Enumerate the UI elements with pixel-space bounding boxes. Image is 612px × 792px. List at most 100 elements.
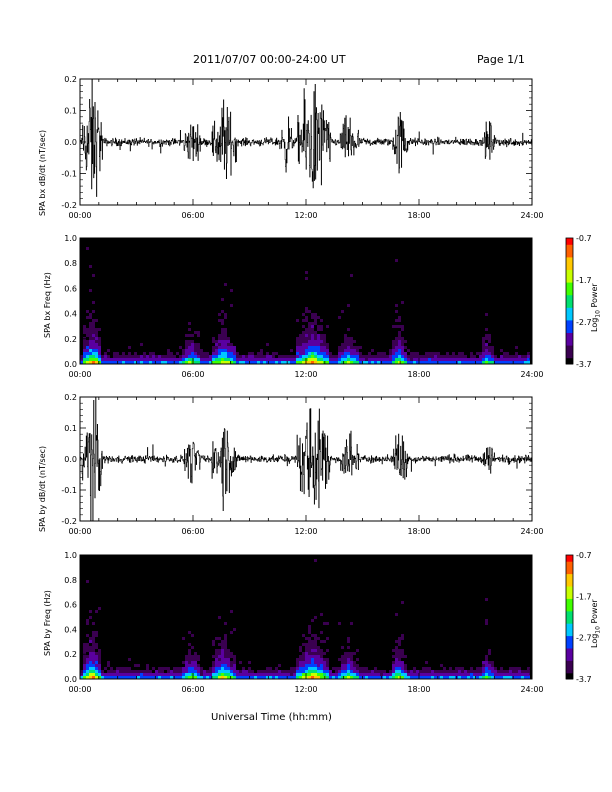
heatmap-cell: [323, 340, 326, 343]
heatmap-cell: [314, 658, 317, 661]
heatmap-cell: [455, 667, 458, 670]
heatmap-cell: [92, 301, 95, 304]
heatmap-cell: [347, 349, 350, 352]
heatmap-cell: [89, 610, 92, 613]
colorbar-frame: [565, 237, 574, 365]
heatmap-cell: [98, 658, 101, 661]
heatmap-cell: [326, 670, 329, 673]
heatmap-cell: [230, 358, 233, 361]
heatmap-cell: [320, 649, 323, 652]
heatmap-cell: [149, 352, 152, 355]
heatmap-cell: [269, 670, 272, 673]
heatmap-cell: [83, 676, 86, 679]
heatmap-cell: [485, 358, 488, 361]
heatmap-cell: [332, 673, 335, 676]
heatmap-cell: [422, 676, 425, 679]
heatmap-cell: [467, 676, 470, 679]
heatmap-cell: [113, 676, 116, 679]
heatmap-cell: [92, 331, 95, 334]
heatmap-cell: [326, 361, 329, 364]
heatmap-cell: [218, 652, 221, 655]
heatmap-cell: [170, 673, 173, 676]
heatmap-cell: [431, 355, 434, 358]
heatmap-cell: [353, 361, 356, 364]
heatmap-cell: [401, 343, 404, 346]
heatmap-cell: [470, 673, 473, 676]
heatmap-cell: [110, 670, 113, 673]
heatmap-cell: [182, 358, 185, 361]
heatmap-cell: [188, 631, 191, 634]
heatmap-cell: [188, 649, 191, 652]
heatmap-cell: [86, 355, 89, 358]
heatmap-cell: [302, 340, 305, 343]
heatmap-cell: [287, 355, 290, 358]
heatmap-cell: [431, 352, 434, 355]
heatmap-cell: [350, 349, 353, 352]
heatmap-cell: [170, 676, 173, 679]
colorbar-swatch: [566, 335, 573, 340]
heatmap-cell: [215, 649, 218, 652]
colorbar-swatch: [566, 632, 573, 637]
heatmap-cell: [149, 355, 152, 358]
heatmap-cell: [227, 343, 230, 346]
heatmap-cell: [488, 667, 491, 670]
heatmap-cell: [83, 358, 86, 361]
heatmap-cell: [404, 664, 407, 667]
heatmap-cell: [506, 355, 509, 358]
heatmap-cell: [104, 355, 107, 358]
heatmap-cell: [101, 670, 104, 673]
heatmap-cell: [311, 355, 314, 358]
heatmap-cell: [410, 355, 413, 358]
colorbar-swatch: [566, 663, 573, 668]
heatmap-cell: [92, 652, 95, 655]
heatmap-cell: [341, 673, 344, 676]
heatmap-cell: [194, 655, 197, 658]
heatmap-cell: [314, 343, 317, 346]
heatmap-cell: [407, 670, 410, 673]
heatmap-cell: [92, 658, 95, 661]
heatmap-cell: [302, 349, 305, 352]
heatmap-cell: [215, 658, 218, 661]
heatmap-cell: [425, 661, 428, 664]
heatmap-cell: [320, 673, 323, 676]
heatmap-cell: [401, 340, 404, 343]
heatmap-cell: [296, 667, 299, 670]
heatmap-cell: [521, 676, 524, 679]
heatmap-cell: [269, 673, 272, 676]
heatmap-cell: [311, 352, 314, 355]
heatmap-cell: [89, 673, 92, 676]
heatmap-cell: [464, 361, 467, 364]
heatmap-cell: [311, 316, 314, 319]
colorbar-tick-label: -2.7: [576, 318, 592, 327]
heatmap-cell: [461, 355, 464, 358]
heatmap-cell: [227, 346, 230, 349]
heatmap-cell: [308, 643, 311, 646]
heatmap-cell: [446, 670, 449, 673]
heatmap-cell: [98, 337, 101, 340]
colorbar-tick-label: -0.7: [576, 551, 592, 560]
heatmap-cell: [314, 361, 317, 364]
heatmap-cell: [392, 676, 395, 679]
heatmap-cell: [86, 667, 89, 670]
heatmap-cell: [101, 355, 104, 358]
heatmap-cell: [197, 676, 200, 679]
heatmap-cell: [92, 346, 95, 349]
heatmap-cell: [263, 355, 266, 358]
heatmap-cell: [227, 355, 230, 358]
heatmap-cell: [113, 673, 116, 676]
heatmap-cell: [182, 673, 185, 676]
heatmap-cell: [395, 676, 398, 679]
heatmap-cell: [92, 640, 95, 643]
heatmap-cell: [221, 298, 224, 301]
heatmap-cell: [350, 274, 353, 277]
heatmap-cell: [491, 358, 494, 361]
heatmap-cell: [95, 352, 98, 355]
heatmap-cell: [347, 355, 350, 358]
heatmap-cell: [431, 676, 434, 679]
heatmap-cell: [239, 670, 242, 673]
heatmap-cell: [395, 670, 398, 673]
heatmap-cell: [494, 670, 497, 673]
heatmap-cell: [293, 673, 296, 676]
heatmap-cell: [188, 349, 191, 352]
heatmap-cell: [485, 361, 488, 364]
